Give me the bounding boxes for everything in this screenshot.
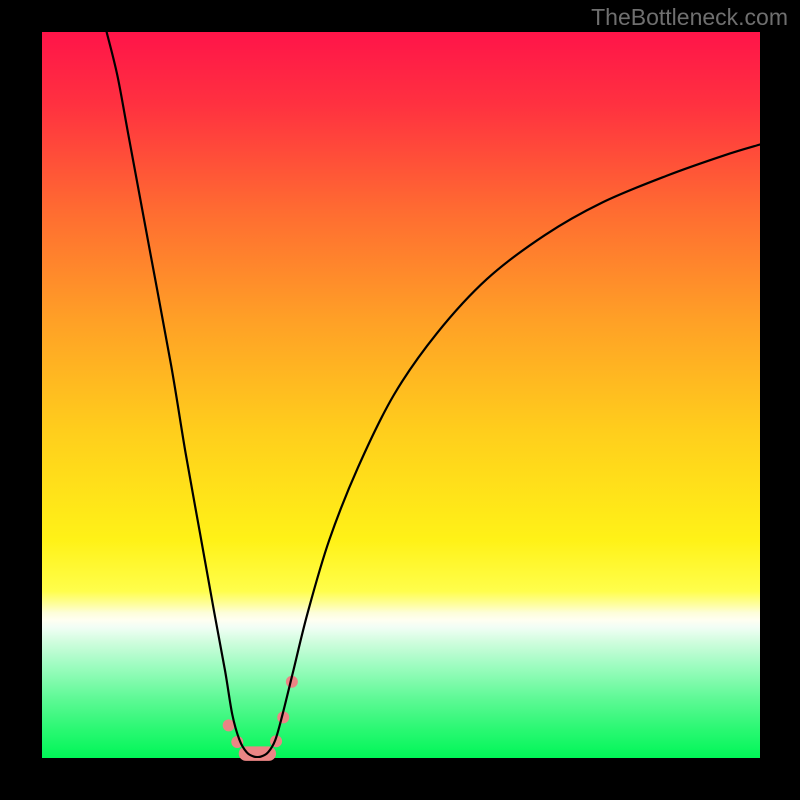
plot-area-background bbox=[42, 32, 760, 758]
watermark-text: TheBottleneck.com bbox=[591, 4, 788, 31]
chart-svg bbox=[0, 0, 800, 800]
chart-root: TheBottleneck.com bbox=[0, 0, 800, 800]
